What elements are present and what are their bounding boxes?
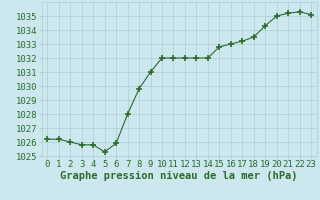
X-axis label: Graphe pression niveau de la mer (hPa): Graphe pression niveau de la mer (hPa)	[60, 171, 298, 181]
